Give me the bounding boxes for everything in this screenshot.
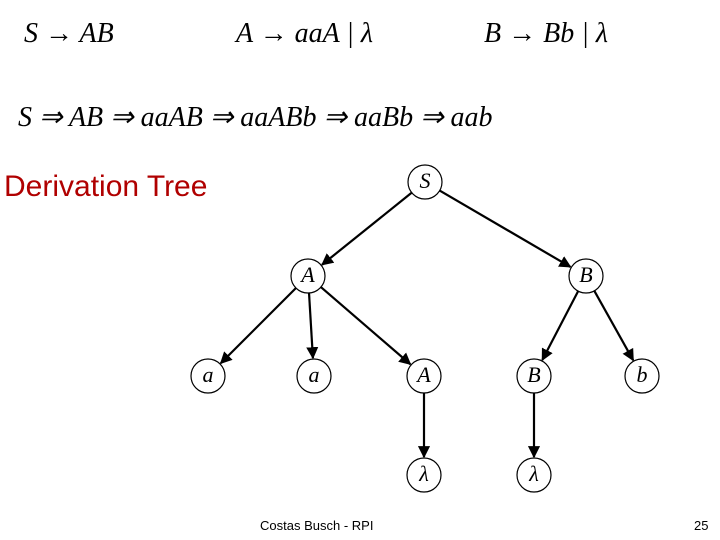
tree-edge [221, 288, 296, 363]
svg-text:S: S [420, 168, 431, 193]
svg-text:λ: λ [528, 461, 539, 486]
svg-text:B: B [579, 262, 592, 287]
svg-text:b: b [637, 362, 648, 387]
page-number: 25 [694, 518, 708, 533]
svg-text:a: a [309, 362, 320, 387]
footer-author: Costas Busch - RPI [260, 518, 373, 533]
svg-text:A: A [415, 362, 431, 387]
svg-text:A: A [299, 262, 315, 287]
tree-node: A [407, 359, 441, 393]
rule-1: S → AB [24, 18, 114, 50]
tree-node: λ [407, 458, 441, 492]
tree-node: λ [517, 458, 551, 492]
tree-edge [594, 291, 633, 360]
tree-node: B [569, 259, 603, 293]
derivation-line: S ⇒ AB ⇒ aaAB ⇒ aaABb ⇒ aaBb ⇒ aab [18, 100, 493, 134]
tree-node: a [297, 359, 331, 393]
tree-edge [440, 191, 571, 267]
tree-edge [321, 287, 410, 364]
derivation-tree: S A Ba a A Bb λ λ [150, 160, 710, 515]
svg-text:B: B [527, 362, 540, 387]
rule-3: B → Bb | λ [484, 18, 608, 50]
svg-text:a: a [203, 362, 214, 387]
tree-edge [322, 193, 412, 265]
tree-node: B [517, 359, 551, 393]
tree-node: S [408, 165, 442, 199]
rule-2: A → aaA | λ [236, 18, 373, 50]
tree-edge [309, 293, 313, 358]
tree-node: b [625, 359, 659, 393]
tree-edge [542, 291, 578, 360]
tree-node: A [291, 259, 325, 293]
tree-node: a [191, 359, 225, 393]
svg-text:λ: λ [418, 461, 429, 486]
slide: S → AB A → aaA | λ B → Bb | λ S ⇒ AB ⇒ a… [0, 0, 720, 540]
